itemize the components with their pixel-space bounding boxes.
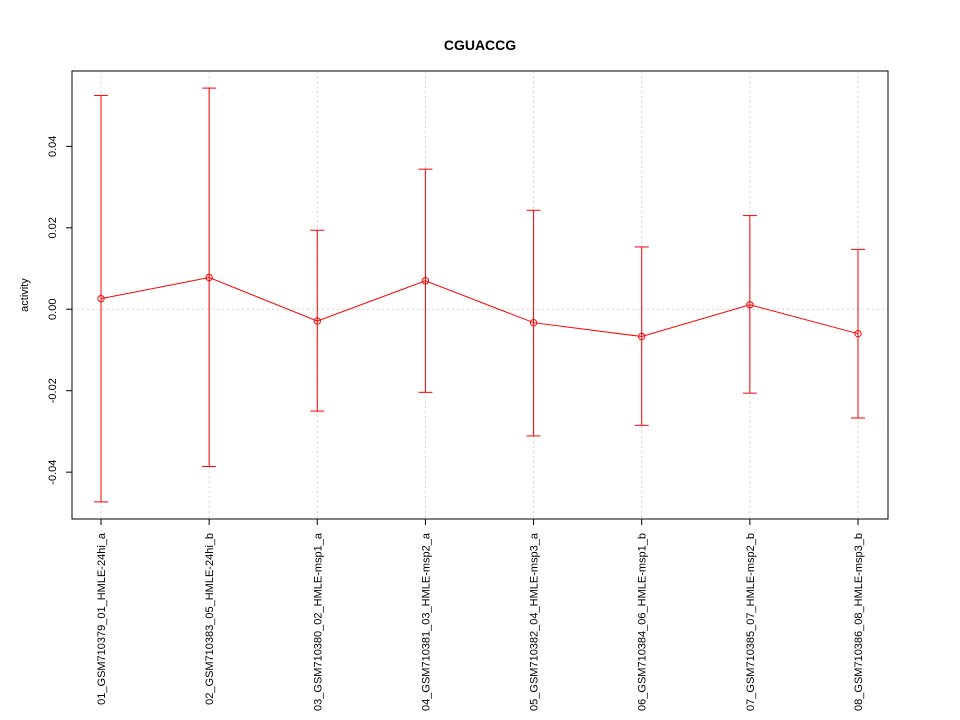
plot-border	[71, 70, 889, 520]
error-bars	[94, 87, 865, 503]
data-points	[97, 273, 862, 341]
x-tick-label: 01_GSM710379_01_HMLE-24hi_a	[96, 532, 108, 705]
y-axis: -0.04 -0.02 0.00 0.02 0.04	[47, 136, 73, 485]
grid-lines	[72, 71, 888, 519]
data-point	[638, 332, 646, 341]
x-tick-label: 05_GSM710382_04_HMLE-msp3_a	[529, 532, 541, 711]
x-tick-label: 03_GSM710380_02_HMLE-msp1_a	[312, 532, 324, 711]
data-point	[854, 329, 862, 338]
y-axis-label: activity	[19, 278, 31, 312]
x-tick-label: 06_GSM710384_06_HMLE-msp1_b	[637, 533, 649, 711]
series-polyline	[100, 276, 859, 338]
y-tick-label: 0.04	[47, 136, 59, 157]
data-point	[313, 317, 321, 325]
data-point	[205, 273, 213, 282]
x-tick-label: 02_GSM710383_05_HMLE-24hi_b	[204, 533, 216, 705]
x-tick-label: 04_GSM710381_03_HMLE-msp2_a	[420, 532, 432, 711]
data-point	[746, 301, 754, 309]
y-tick-label: -0.04	[47, 460, 59, 485]
chart-title: CGUACCG	[444, 37, 516, 53]
x-axis: 01_GSM710379_01_HMLE-24hi_a 02_GSM710383_…	[96, 518, 865, 711]
y-tick-label: 0.02	[47, 217, 59, 238]
y-tick-label: -0.02	[47, 378, 59, 403]
y-tick-label: 0.00	[47, 299, 59, 320]
x-tick-label: 08_GSM710386_08_HMLE-msp3_b	[853, 533, 865, 711]
data-point	[421, 277, 430, 285]
x-tick-label: 07_GSM710385_07_HMLE-msp2_b	[745, 533, 757, 711]
data-point	[529, 318, 538, 327]
data-point	[97, 294, 105, 303]
series-line	[100, 276, 859, 338]
